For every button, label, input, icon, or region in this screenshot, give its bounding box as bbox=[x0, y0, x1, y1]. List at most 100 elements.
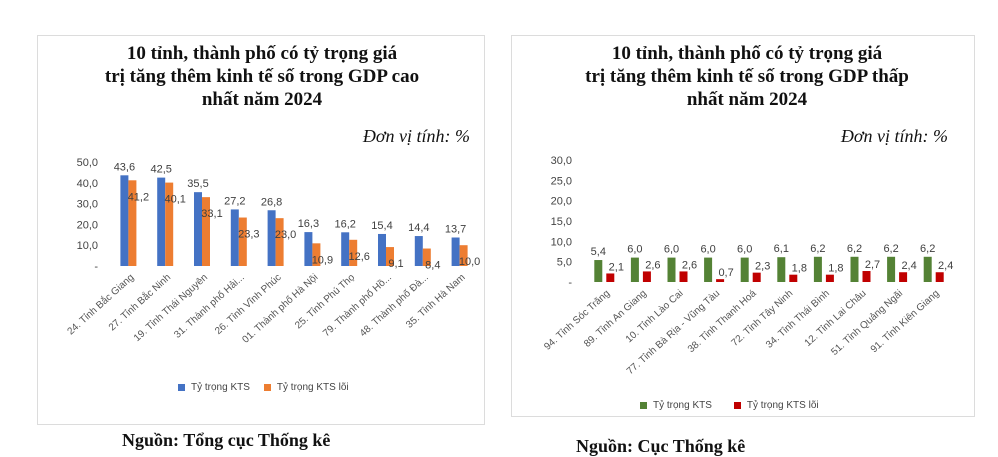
bar-kts-core bbox=[825, 274, 834, 282]
data-label: 14,4 bbox=[408, 222, 429, 234]
y-tick-label: 20,0 bbox=[77, 219, 98, 231]
data-label: 2,6 bbox=[645, 259, 660, 271]
bar-kts bbox=[451, 237, 460, 266]
chart-legend: Tỷ trọng KTS Tỷ trọng KTS lõi bbox=[640, 400, 819, 411]
data-label: 42,5 bbox=[150, 164, 171, 176]
data-label: 10,9 bbox=[312, 254, 333, 266]
data-label: 6,2 bbox=[810, 243, 825, 255]
data-label: 23,3 bbox=[238, 229, 259, 241]
category-label: 26. Tỉnh Vĩnh Phúc bbox=[213, 271, 284, 337]
bar-kts bbox=[740, 257, 749, 282]
bar-kts-core bbox=[275, 218, 284, 266]
y-tick-label: 10,0 bbox=[77, 240, 98, 252]
chart-legend: Tỷ trọng KTS Tỷ trọng KTS lõi bbox=[178, 382, 349, 393]
data-label: 1,8 bbox=[792, 263, 807, 275]
bar-kts bbox=[594, 260, 603, 282]
unit-label: Đơn vị tính: % bbox=[362, 126, 470, 146]
bar-kts-core bbox=[899, 272, 908, 282]
chart-panel-top10-high: 10 tỉnh, thành phố có tỷ trọng giá trị t… bbox=[38, 36, 484, 424]
data-label: 6,2 bbox=[883, 243, 898, 255]
category-label: 25. Tỉnh Phú Thọ bbox=[292, 271, 357, 331]
bar-kts bbox=[120, 175, 129, 266]
legend-swatch bbox=[640, 402, 647, 409]
chart-title-line: trị tăng thêm kinh tế số trong GDP thấp bbox=[585, 66, 909, 87]
y-tick-label: 25,0 bbox=[551, 175, 572, 187]
y-tick-label: 30,0 bbox=[551, 155, 572, 167]
bar-kts bbox=[630, 257, 639, 282]
bar-kts-core bbox=[202, 197, 210, 266]
data-label: 43,6 bbox=[114, 161, 135, 173]
data-label: 12,6 bbox=[348, 251, 369, 263]
bar-kts bbox=[304, 232, 313, 266]
bar-chart: - 5,0 10,0 15,0 20,0 25,0 30,0 5,42,1 94. Tỉnh S… bbox=[542, 155, 954, 376]
data-label: 6,1 bbox=[774, 243, 789, 255]
data-label: 9,1 bbox=[388, 258, 403, 270]
y-tick-label: 5,0 bbox=[557, 257, 572, 269]
unit-label: Đơn vị tính: % bbox=[840, 126, 948, 146]
bar-kts-core bbox=[752, 272, 761, 282]
category-label: 89. Tỉnh An Giang bbox=[582, 287, 649, 349]
y-tick-label: - bbox=[568, 277, 572, 289]
chart-title-line: nhất năm 2024 bbox=[201, 89, 323, 110]
bar-kts bbox=[414, 236, 423, 266]
category-label: 34. Tỉnh Thái Bình bbox=[763, 287, 831, 350]
data-label: 1,8 bbox=[828, 263, 843, 275]
source-note-right: Nguồn: Cục Thống kê bbox=[576, 436, 746, 456]
source-note-left: Nguồn: Tổng cục Thống kê bbox=[122, 430, 331, 450]
category-label: 27. Tỉnh Bắc Ninh bbox=[106, 271, 174, 334]
bar-kts bbox=[230, 209, 239, 266]
category-label: 51. Tỉnh Quảng Ngãi bbox=[829, 287, 905, 358]
data-label: 5,4 bbox=[591, 246, 606, 258]
bar-chart: - 10,0 20,0 30,0 40,0 50,0 43,6 41,2 24. Tỉnh Bắ… bbox=[64, 157, 480, 346]
legend-label: Tỷ trọng KTS lõi bbox=[276, 382, 349, 393]
y-tick-label: 10,0 bbox=[551, 236, 572, 248]
category-label: 12. Tỉnh Lai Châu bbox=[802, 287, 869, 349]
data-label: 6,0 bbox=[664, 244, 679, 256]
data-label: 26,8 bbox=[261, 196, 282, 208]
data-label: 35,5 bbox=[187, 178, 208, 190]
category-label: 24. Tỉnh Bắc Giang bbox=[64, 271, 136, 338]
bar-kts bbox=[667, 257, 676, 282]
category-label: 91. Tỉnh Kiên Giang bbox=[868, 287, 942, 355]
data-label: 13,7 bbox=[445, 224, 466, 236]
category-label: 48. Thành phố Đà... bbox=[357, 271, 431, 339]
chart-title: 10 tỉnh, thành phố có tỷ trọng giá trị t… bbox=[52, 42, 472, 111]
data-label: 15,4 bbox=[371, 220, 392, 232]
data-label: 2,4 bbox=[901, 260, 916, 272]
chart-title-line: nhất năm 2024 bbox=[686, 89, 808, 110]
data-label: 16,2 bbox=[334, 218, 355, 230]
bar-kts bbox=[157, 177, 166, 266]
legend-label: Tỷ trọng KTS bbox=[653, 400, 712, 411]
legend-swatch bbox=[178, 384, 185, 391]
bar-kts-core bbox=[935, 272, 944, 282]
y-tick-label: 50,0 bbox=[77, 157, 98, 169]
legend-label: Tỷ trọng KTS bbox=[191, 382, 250, 393]
chart-title: 10 tỉnh, thành phố có tỷ trọng giá trị t… bbox=[532, 42, 962, 111]
data-label: 2,3 bbox=[755, 261, 770, 273]
bar-kts-core bbox=[386, 247, 394, 266]
data-label: 6,2 bbox=[847, 243, 862, 255]
y-tick-label: - bbox=[94, 261, 98, 273]
data-label: 2,7 bbox=[865, 259, 880, 271]
chart-title-line: trị tăng thêm kinh tế số trong GDP cao bbox=[104, 66, 420, 87]
data-label: 40,1 bbox=[164, 194, 185, 206]
category-label: 79. Thành phố Hồ... bbox=[320, 271, 394, 339]
bar-kts-core bbox=[128, 180, 137, 266]
data-label: 6,2 bbox=[920, 243, 935, 255]
chart-panel-top10-low: 10 tỉnh, thành phố có tỷ trọng giá trị t… bbox=[512, 36, 974, 416]
data-label: 6,0 bbox=[737, 244, 752, 256]
bar-kts bbox=[704, 257, 713, 282]
legend-label: Tỷ trọng KTS lõi bbox=[746, 400, 819, 411]
data-label: 6,0 bbox=[627, 244, 642, 256]
bar-kts bbox=[378, 233, 386, 266]
bar-kts-core bbox=[789, 274, 798, 282]
bar-kts-core bbox=[459, 245, 468, 266]
bar-kts-core bbox=[422, 248, 431, 266]
data-label: 10,0 bbox=[459, 256, 480, 268]
bar-kts-core bbox=[642, 271, 651, 282]
data-label: 2,1 bbox=[609, 261, 624, 273]
legend-swatch bbox=[733, 402, 741, 409]
bar-kts bbox=[267, 210, 276, 266]
bar-kts bbox=[923, 256, 932, 282]
legend-swatch bbox=[263, 384, 271, 391]
